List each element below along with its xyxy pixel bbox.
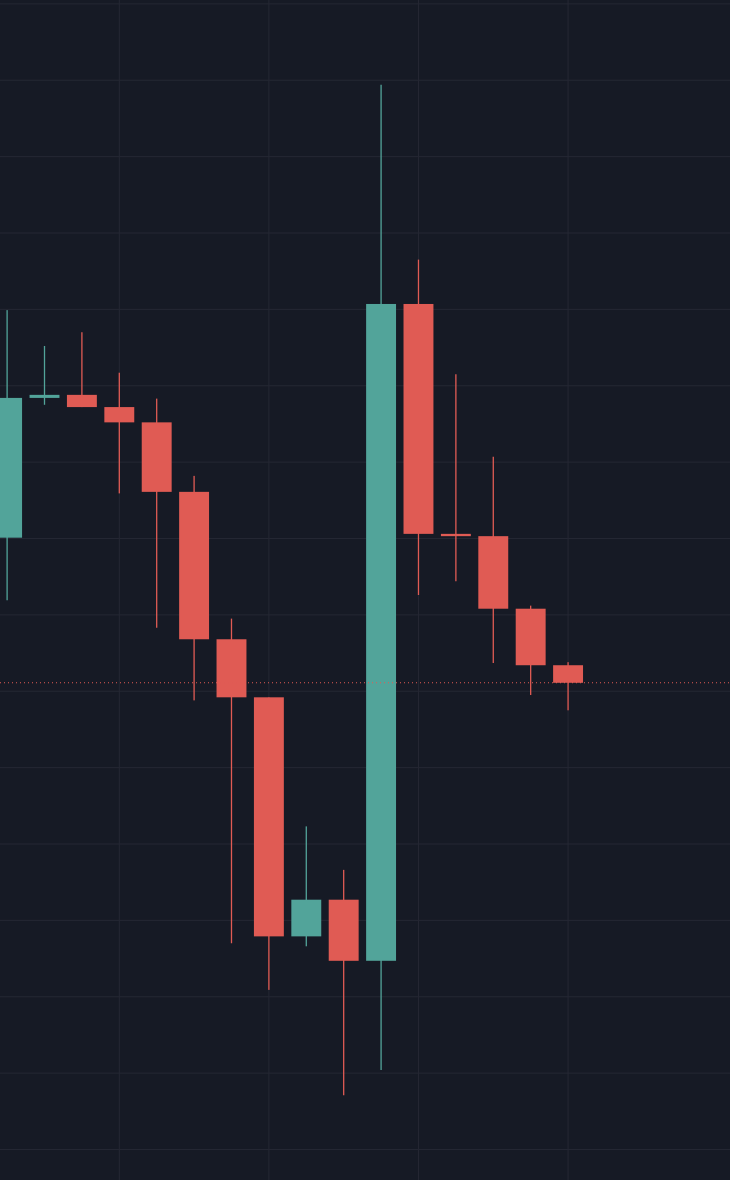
candle-body [29,394,60,398]
candle-body [216,639,247,698]
candle-body [0,397,23,538]
candle-body [141,422,172,492]
candle-body [291,899,322,937]
candle-body [66,394,97,408]
candle-body [440,533,471,537]
candle-body [179,491,210,640]
candle-body [328,899,359,961]
candle-body [253,697,284,937]
candle-body [403,303,434,534]
candle-body [104,407,135,423]
candle-body [515,608,546,666]
candle-body [553,665,584,683]
candle-body [478,536,509,609]
candle-body [366,303,397,961]
